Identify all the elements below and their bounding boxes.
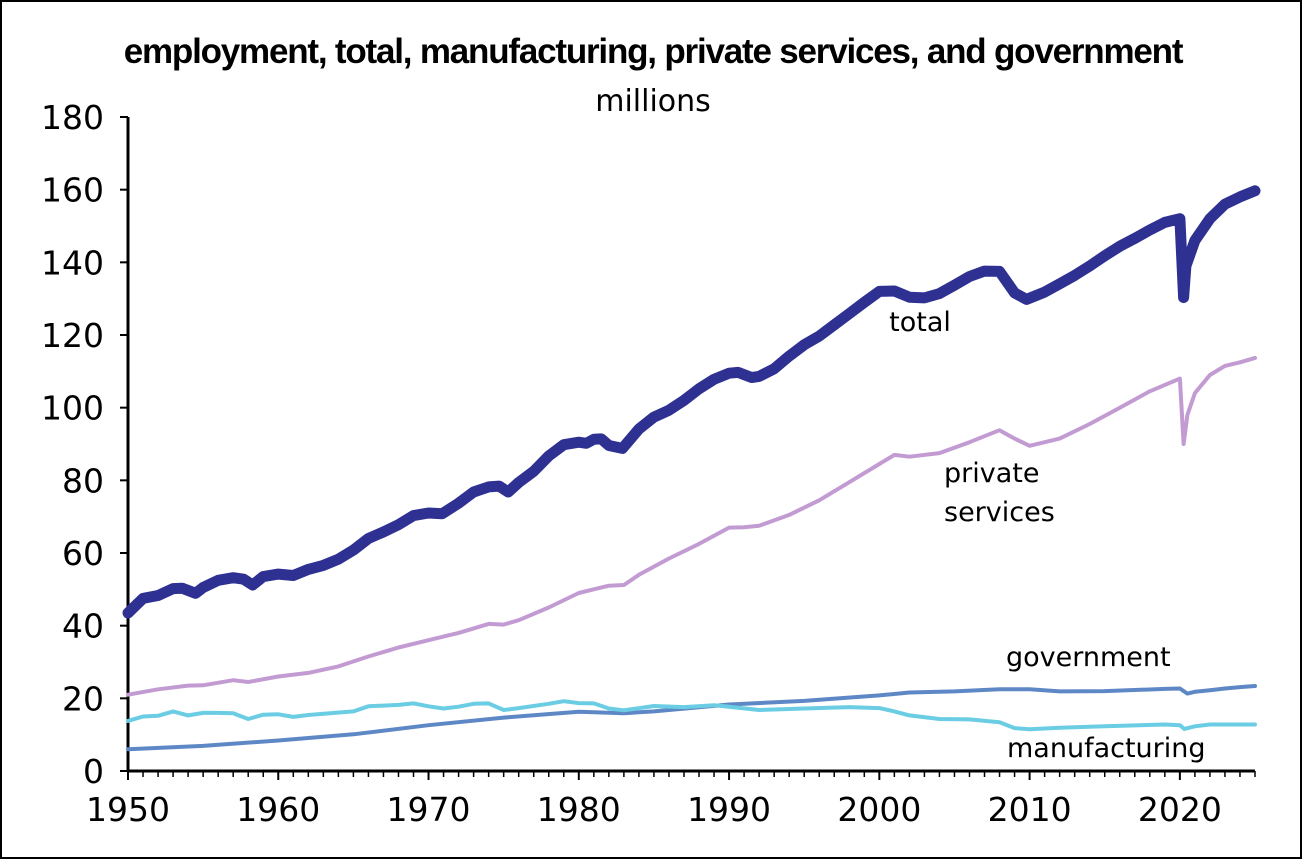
x-tick-label: 1960 xyxy=(236,790,320,829)
x-tick-label: 1970 xyxy=(387,790,471,829)
series-line-private-services xyxy=(126,355,1257,697)
y-tick-label: 20 xyxy=(62,679,104,718)
series-line-government xyxy=(126,684,1257,752)
x-tick-label: 1990 xyxy=(687,790,771,829)
series-lines xyxy=(122,185,1261,752)
x-tick-label: 2000 xyxy=(837,790,921,829)
y-tick-label: 180 xyxy=(41,98,104,137)
x-tick-label: 1980 xyxy=(537,790,621,829)
x-tick-label: 1950 xyxy=(86,790,170,829)
series-line-manufacturing xyxy=(126,699,1257,732)
series-label-total: total xyxy=(889,307,951,338)
y-tick-label: 140 xyxy=(41,243,104,282)
y-tick-label: 100 xyxy=(41,389,104,428)
y-tick-label: 160 xyxy=(41,171,104,210)
y-tick-label: 120 xyxy=(41,316,104,355)
chart-subtitle: millions xyxy=(595,84,711,119)
chart-axes: 0 20 40 60 80 100 120 140 160 180 1950 1960 1970 1980… xyxy=(41,98,1256,829)
series-line-total xyxy=(122,185,1261,619)
series-label-government: government xyxy=(1006,642,1171,673)
y-tick-label: 40 xyxy=(62,607,104,646)
x-tick-label: 2010 xyxy=(988,790,1072,829)
series-label-private-services: private xyxy=(944,458,1039,489)
series-label-manufacturing: manufacturing xyxy=(1007,733,1206,764)
y-tick-label: 60 xyxy=(62,534,104,573)
chart-title: employment, total, manufacturing, privat… xyxy=(123,32,1184,71)
series-label-private-services: services xyxy=(944,497,1055,528)
y-tick-label: 80 xyxy=(62,461,104,500)
series-labels: total private services government manufactur… xyxy=(889,307,1205,764)
x-tick-label: 2020 xyxy=(1138,790,1222,829)
y-tick-label: 0 xyxy=(83,752,104,791)
